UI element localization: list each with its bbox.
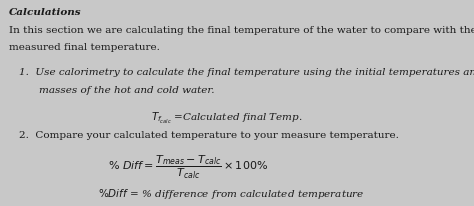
Text: 2.  Compare your calculated temperature to your measure temperature.: 2. Compare your calculated temperature t… [19, 130, 399, 139]
Text: measured final temperature.: measured final temperature. [9, 43, 159, 52]
Text: $T_{f_{calc}}$ =Calculated final Temp.: $T_{f_{calc}}$ =Calculated final Temp. [151, 110, 303, 125]
Text: In this section we are calculating the final temperature of the water to compare: In this section we are calculating the f… [9, 26, 474, 35]
Text: $\%Diff$ = % difference from calculated temperature: $\%Diff$ = % difference from calculated … [98, 186, 364, 200]
Text: 1.  Use calorimetry to calculate the final temperature using the initial tempera: 1. Use calorimetry to calculate the fina… [19, 67, 474, 76]
Text: masses of the hot and cold water.: masses of the hot and cold water. [39, 86, 214, 95]
Text: Calculations: Calculations [9, 7, 81, 16]
Text: $\% \ Diff = \dfrac{T_{meas} - T_{calc}}{T_{calc}} \times 100\%$: $\% \ Diff = \dfrac{T_{meas} - T_{calc}}… [109, 153, 269, 180]
